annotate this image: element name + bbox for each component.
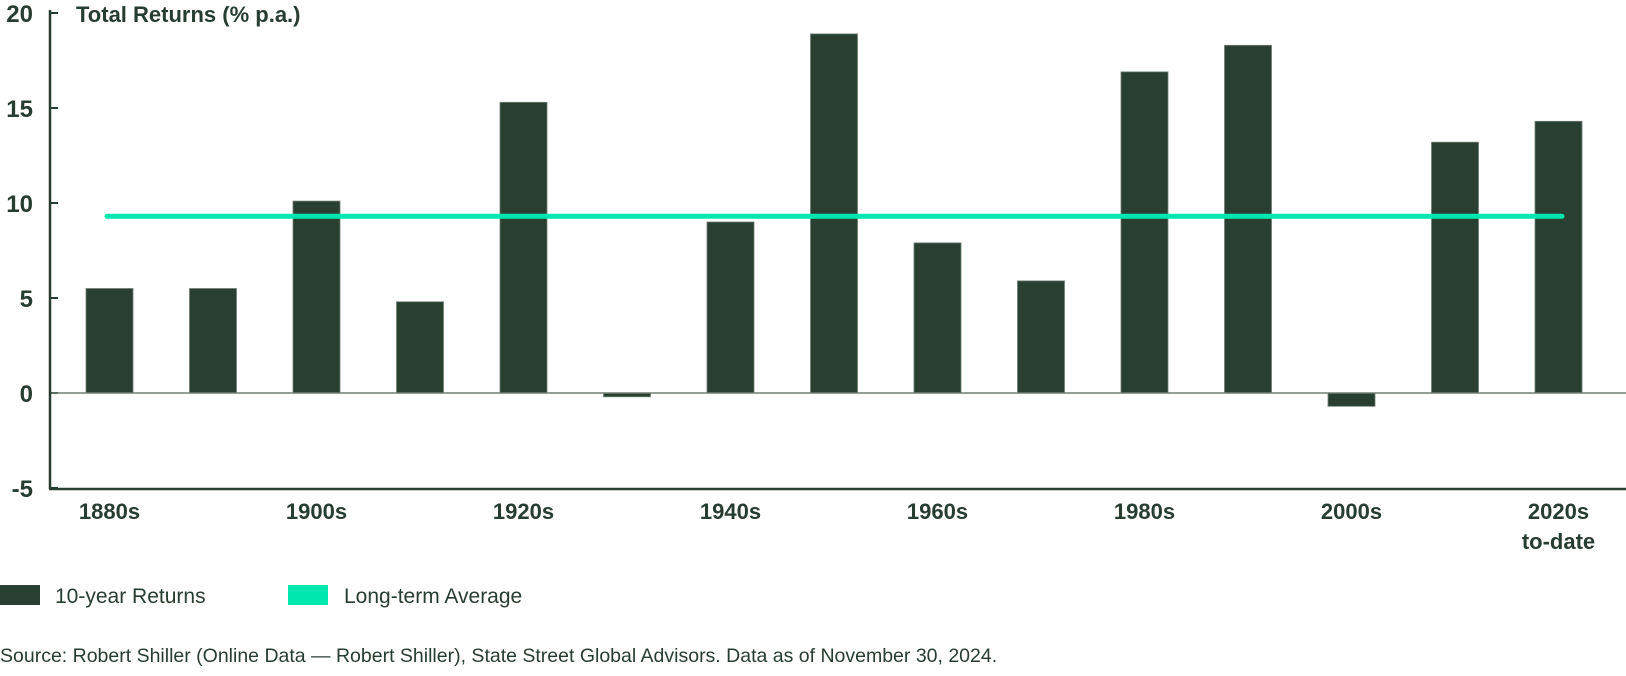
y-tick-label: 15 (6, 96, 33, 123)
bar-2020s-to-date (1534, 120, 1583, 394)
bars (85, 33, 1583, 407)
legend-swatch (0, 585, 40, 605)
legend-label: Long-term Average (344, 585, 522, 608)
bar-1880s (85, 288, 134, 394)
x-tick-label: 1920s (493, 499, 554, 524)
x-tick-sublabel: to-date (1522, 529, 1595, 554)
legend: 10-year Returns Long-term Average (0, 585, 522, 608)
bar-1970s (1017, 280, 1065, 394)
y-tick-label: 5 (20, 286, 33, 313)
legend-item-10-year-returns: 10-year Returns (0, 585, 206, 608)
x-tick-label: 1880s (79, 499, 140, 524)
bar-2000s (1327, 392, 1376, 407)
x-tick-label: 1960s (907, 499, 968, 524)
bar-1980s (1120, 71, 1169, 394)
x-tick-label: 1940s (700, 499, 761, 524)
x-axis-labels: 1880s 1900s 1920s 1940s 1960s 1980s 2000s 2020s… (79, 499, 1595, 554)
bar-1990s (1224, 44, 1272, 394)
x-tick-label: 2000s (1321, 499, 1382, 524)
y-tick-label: 20 (6, 1, 33, 28)
bar-1920s (499, 101, 548, 394)
x-tick-label: 1900s (286, 499, 347, 524)
bar-2010s (1431, 141, 1479, 394)
bar-1900s (292, 200, 341, 394)
bar-1950s (810, 33, 858, 394)
x-tick-label: 1980s (1114, 499, 1175, 524)
bar-1910s (396, 301, 444, 394)
legend-label: 10-year Returns (55, 585, 206, 608)
y-tick-label: -5 (12, 476, 33, 503)
bar-1890s (189, 288, 237, 394)
y-tick-label: 0 (20, 381, 33, 408)
legend-swatch (288, 585, 328, 605)
y-axis-ticks: 20 15 10 5 0 -5 (6, 1, 58, 503)
y-tick-label: 10 (6, 191, 33, 218)
bar-1940s (706, 221, 755, 394)
bar-1960s (913, 242, 962, 394)
chart-title: Total Returns (% p.a.) (76, 2, 301, 27)
x-tick-label: 2020s (1528, 499, 1589, 524)
source-note: Source: Robert Shiller (Online Data — Ro… (0, 645, 997, 667)
legend-item-long-term-average: Long-term Average (288, 585, 522, 608)
